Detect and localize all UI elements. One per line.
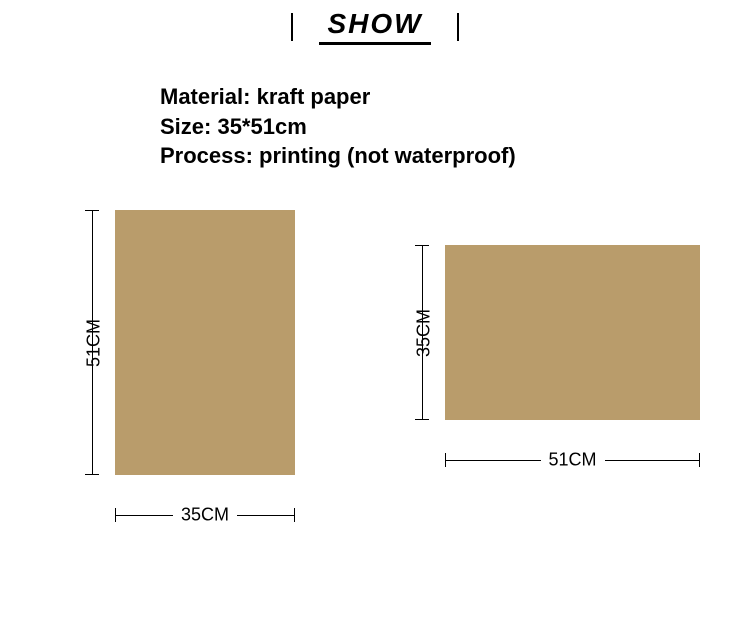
ruler-landscape-width: 51CM xyxy=(445,450,700,470)
header-title-wrap: SHOW xyxy=(319,8,430,45)
ruler-cap-icon xyxy=(294,508,295,522)
spec-size: Size: 35*51cm xyxy=(160,112,516,142)
ruler-label: 35CM xyxy=(173,505,237,526)
ruler-cap-icon xyxy=(699,453,700,467)
ruler-cap-icon xyxy=(85,474,99,475)
header: SHOW xyxy=(0,8,750,45)
ruler-label: 51CM xyxy=(84,318,105,366)
spec-block: Material: kraft paper Size: 35*51cm Proc… xyxy=(160,82,516,171)
ruler-landscape-height: 35CM xyxy=(412,245,432,420)
header-title: SHOW xyxy=(319,8,430,45)
spec-process: Process: printing (not waterproof) xyxy=(160,141,516,171)
ruler-cap-icon xyxy=(415,419,429,420)
ruler-label: 35CM xyxy=(414,308,435,356)
spec-material: Material: kraft paper xyxy=(160,82,516,112)
ruler-portrait-width: 35CM xyxy=(115,505,295,525)
header-divider-left xyxy=(291,13,293,41)
ruler-label: 51CM xyxy=(540,450,604,471)
header-divider-right xyxy=(457,13,459,41)
swatch-landscape xyxy=(445,245,700,420)
diagram-area: 51CM 35CM 35CM 51CM xyxy=(0,210,750,610)
swatch-portrait xyxy=(115,210,295,475)
ruler-portrait-height: 51CM xyxy=(82,210,102,475)
